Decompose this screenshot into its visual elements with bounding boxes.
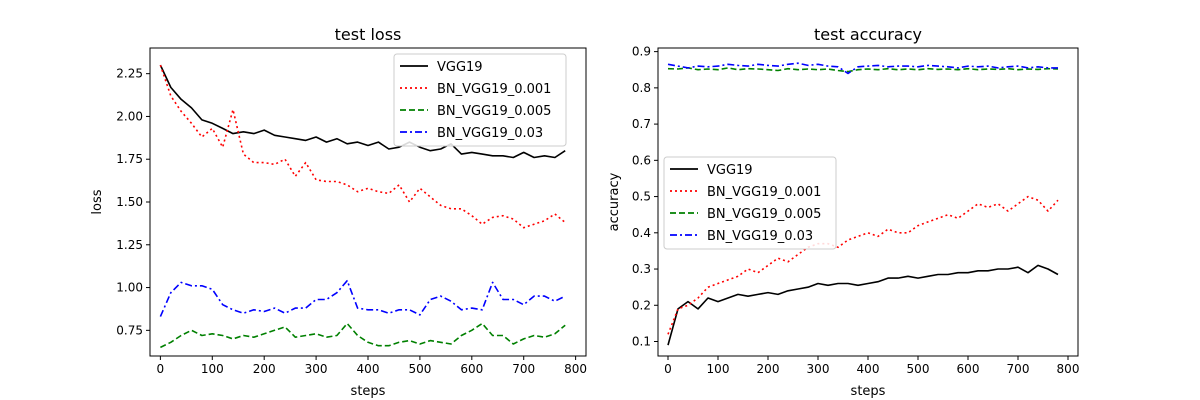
accuracy-y-tick-label: 0.1 [632,335,651,349]
accuracy-axis-ticks: 0 100 200 300 400 500 600 700 800 0.1 0.2 0.3 0.4 0.5… [632,45,1080,376]
loss-x-tick-label: 200 [253,362,276,376]
accuracy-series-bn-003-line [667,62,1058,75]
loss-axis-ticks: 0 100 200 300 400 500 600 700 800 0.75 1.00 1.25 1.5… [116,67,587,376]
loss-series-bn-0001-line [159,64,566,229]
accuracy-y-tick-label: 0.3 [632,262,651,276]
loss-series-group [159,64,566,349]
loss-x-tick-label: 300 [305,362,328,376]
accuracy-subplot: test accuracy 0 100 200 300 400 500 600 700 8000… [607,25,1079,399]
loss-y-tick-label: 1.50 [116,195,143,209]
loss-x-tick-label: 800 [564,362,587,376]
accuracy-legend-label-vgg19: VGG19 [707,163,753,178]
accuracy-y-tick-label: 0.7 [632,117,651,131]
loss-legend-label-bn-003: BN_VGG19_0.03 [437,126,543,141]
accuracy-legend-label-bn-003: BN_VGG19_0.03 [707,229,813,244]
accuracy-series-bn-0001-line [667,195,1059,335]
accuracy-series-group [667,62,1059,346]
accuracy-y-tick-label: 0.2 [632,298,651,312]
loss-x-tick-label: 700 [512,362,535,376]
accuracy-y-axis-label: accuracy [607,172,622,231]
accuracy-series-vgg19-line [667,264,1059,346]
accuracy-x-tick-label: 700 [1007,362,1030,376]
accuracy-y-tick-label: 0.9 [632,45,651,59]
accuracy-y-tick-label: 0.8 [632,81,651,95]
accuracy-x-tick-label: 500 [907,362,930,376]
loss-legend-label-vgg19: VGG19 [437,60,483,75]
accuracy-chart-title: test accuracy [814,25,922,44]
loss-x-tick-label: 400 [357,362,380,376]
loss-y-tick-label: 1.25 [116,238,143,252]
loss-legend-box [393,53,567,147]
loss-chart-title: test loss [335,25,402,44]
accuracy-series-bn-0005-line [667,67,1059,73]
accuracy-x-tick-label: 200 [757,362,780,376]
accuracy-x-tick-label: 400 [857,362,880,376]
loss-series-bn-0005-line [160,322,566,349]
loss-legend-label-bn-0005: BN_VGG19_0.005 [437,104,551,119]
loss-series-bn-003-line [159,279,566,317]
loss-legend-label-bn-0001: BN_VGG19_0.001 [437,82,551,97]
accuracy-axes-frame [657,47,1079,357]
loss-y-tick-label: 1.75 [116,152,143,166]
loss-x-tick-label: 0 [157,362,165,376]
accuracy-legend: VGG19 BN_VGG19_0.001 BN_VGG19_0.005 BN_V… [663,156,837,250]
loss-x-axis-label: steps [351,384,386,399]
loss-y-tick-label: 2.00 [116,109,143,123]
accuracy-legend-label-bn-0005: BN_VGG19_0.005 [707,207,821,222]
loss-x-tick-label: 600 [460,362,483,376]
loss-subplot: test loss 0 100 200 300 400 500 600 700 800 0.75 1… [90,25,587,399]
loss-axes-frame [149,47,587,357]
accuracy-x-tick-label: 100 [707,362,730,376]
loss-y-tick-label: 2.25 [116,67,143,81]
accuracy-y-tick-label: 0.4 [632,226,651,240]
accuracy-x-tick-label: 800 [1057,362,1080,376]
loss-x-tick-label: 500 [408,362,431,376]
loss-x-tick-label: 100 [201,362,224,376]
accuracy-y-tick-label: 0.5 [632,190,651,204]
accuracy-x-tick-label: 600 [957,362,980,376]
accuracy-x-tick-label: 300 [807,362,830,376]
accuracy-legend-label-bn-0001: BN_VGG19_0.001 [707,185,821,200]
accuracy-x-tick-label: 0 [664,362,672,376]
loss-y-tick-label: 1.00 [116,281,143,295]
accuracy-y-tick-label: 0.6 [632,153,651,167]
accuracy-legend-box [663,156,837,250]
loss-y-axis-label: loss [90,189,105,214]
loss-y-tick-label: 0.75 [116,323,143,337]
accuracy-x-axis-label: steps [851,384,886,399]
loss-legend: VGG19 BN_VGG19_0.001 BN_VGG19_0.005 BN_V… [393,53,567,147]
